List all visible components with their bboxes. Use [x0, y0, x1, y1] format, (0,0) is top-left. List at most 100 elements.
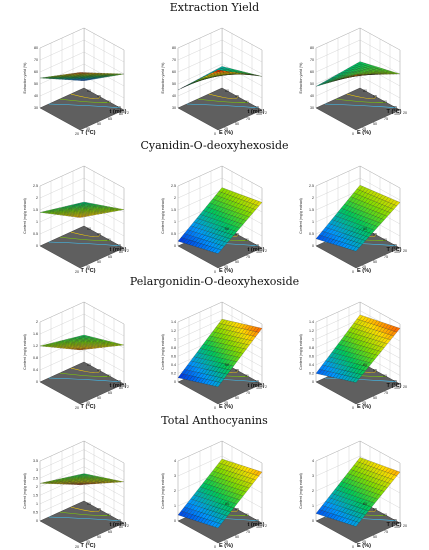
floor-contour — [48, 103, 121, 109]
y-tick-label: 45 — [235, 369, 239, 373]
z-tick-label: 2 — [312, 196, 314, 200]
y-tick-label: 31 — [245, 100, 249, 104]
x-tick-label: 75 — [246, 255, 250, 259]
z-tick-label: 3.5 — [33, 459, 38, 463]
z-tick-label: 1.5 — [33, 208, 38, 212]
z-axis-label: Extraction yield (%) — [161, 63, 165, 94]
z-tick-label: 80 — [34, 46, 38, 50]
z-tick-label: 50 — [310, 82, 314, 86]
floor-contour — [59, 236, 111, 241]
z-axis-label: Content (mg/g extract) — [299, 334, 303, 370]
z-tick-label: 60 — [34, 70, 38, 74]
z-tick-label: 0 — [312, 519, 314, 523]
z-tick-label: 70 — [34, 58, 38, 62]
y-tick-label: 16 — [255, 380, 259, 384]
x-tick-label: 100 — [394, 386, 400, 390]
x-axis-label: T (°C) — [81, 130, 96, 136]
y-tick-label: 45 — [235, 508, 239, 512]
x-axis-label: E (%) — [219, 130, 233, 136]
y-tick-label: 16 — [117, 519, 121, 523]
z-tick-label: 1 — [174, 504, 176, 508]
z-tick-label: 0.5 — [171, 232, 176, 236]
x-tick-label: 50 — [97, 535, 101, 539]
floor-contour — [70, 506, 101, 512]
floor-plane — [315, 87, 401, 131]
y-axis-label: T (°C) — [387, 109, 402, 115]
z-tick-label: 30 — [172, 106, 176, 110]
surface-cell — [214, 248, 222, 254]
x-tick-label: 65 — [108, 391, 112, 395]
surface-plot-7: 2 1.6 1.2 0.8 0.4 0 Content (mg/g extract) 20 35… — [23, 301, 129, 410]
surface-plot-3: 80 70 60 50 40 30 Extraction yield (%) 0 25 50 75 1… — [299, 27, 407, 136]
z-axis-label: Content (mg/g extract) — [23, 198, 27, 234]
z-tick-label: 0.8 — [171, 346, 176, 350]
x-tick-label: 50 — [373, 535, 377, 539]
surface-plot-8: 1.4 1.2 1 0.8 0.6 0.4 0.2 0 Content (mg/g extrac… — [161, 301, 267, 410]
y-tick-label: 35 — [393, 380, 397, 384]
z-tick-label: 0.5 — [33, 511, 38, 515]
x-tick-label: 100 — [256, 250, 262, 254]
z-tick-label: 30 — [34, 106, 38, 110]
y-tick-label: 2 — [127, 249, 129, 253]
floor-contour — [324, 103, 397, 109]
z-tick-label: 2.5 — [33, 476, 38, 480]
x-tick-label: 35 — [86, 127, 90, 131]
y-axis-label: t (min) — [109, 383, 126, 389]
y-tick-label: 2 — [127, 385, 129, 389]
y-tick-label: 20 — [403, 524, 407, 528]
surface-plot-4: 2.5 2 1.5 1 0.5 0 Content (mg/g extract) 20 35 50… — [23, 165, 129, 274]
floor-contour — [59, 98, 111, 103]
x-axis-label: E (%) — [219, 404, 233, 410]
x-tick-label: 80 — [119, 386, 123, 390]
y-axis-label: t (min) — [247, 383, 264, 389]
y-tick-label: 45 — [97, 508, 101, 512]
y-axis-label: t (min) — [109, 522, 126, 528]
z-tick-label: 0.4 — [309, 363, 314, 367]
y-tick-label: 35 — [393, 106, 397, 110]
z-tick-label: 2.5 — [171, 184, 176, 188]
x-tick-label: 50 — [97, 396, 101, 400]
floor-plane — [39, 225, 125, 269]
surface-cell — [77, 216, 84, 218]
z-tick-label: 1 — [312, 504, 314, 508]
floor-plane — [39, 500, 125, 544]
z-tick-label: 1.2 — [33, 344, 38, 348]
y-axis-label: t (min) — [109, 247, 126, 253]
floor-contour — [346, 93, 377, 99]
z-axis-label: Content (mg/g extract) — [299, 473, 303, 509]
y-tick-label: 16 — [117, 244, 121, 248]
z-tick-label: 2 — [174, 489, 176, 493]
z-tick-label: 3 — [174, 474, 176, 478]
z-tick-label: 2 — [36, 320, 38, 324]
z-axis-label: Content (mg/g extract) — [23, 473, 27, 509]
z-tick-label: 1.2 — [171, 329, 176, 333]
floor-contour — [48, 516, 121, 522]
x-tick-label: 20 — [75, 132, 79, 136]
y-tick-label: 45 — [97, 95, 101, 99]
x-tick-label: 25 — [362, 265, 366, 269]
surface-plot-10: 3.5 3 2.5 2 1.5 1 0.5 0 Content (mg/g extract) 20… — [23, 440, 129, 549]
z-tick-label: 70 — [310, 58, 314, 62]
x-tick-label: 35 — [86, 401, 90, 405]
y-tick-label: 31 — [107, 100, 111, 104]
x-tick-label: 75 — [384, 255, 388, 259]
z-tick-label: 0 — [312, 380, 314, 384]
y-axis-label: T (°C) — [387, 383, 402, 389]
floor-contour — [59, 372, 111, 377]
floor-contour — [335, 98, 387, 103]
z-tick-label: 0.4 — [171, 363, 176, 367]
z-tick-label: 0.6 — [171, 354, 176, 358]
floor-contour — [48, 377, 121, 383]
x-axis-label: T (°C) — [81, 543, 96, 549]
x-tick-label: 25 — [224, 401, 228, 405]
z-tick-label: 4 — [174, 459, 176, 463]
z-axis-label: Content (mg/g extract) — [161, 334, 165, 370]
y-tick-label: 80 — [363, 363, 367, 367]
z-tick-label: 2 — [312, 489, 314, 493]
x-axis-label: E (%) — [357, 404, 371, 410]
x-tick-label: 75 — [384, 117, 388, 121]
y-tick-label: 2 — [265, 111, 267, 115]
x-axis-label: E (%) — [219, 543, 233, 549]
